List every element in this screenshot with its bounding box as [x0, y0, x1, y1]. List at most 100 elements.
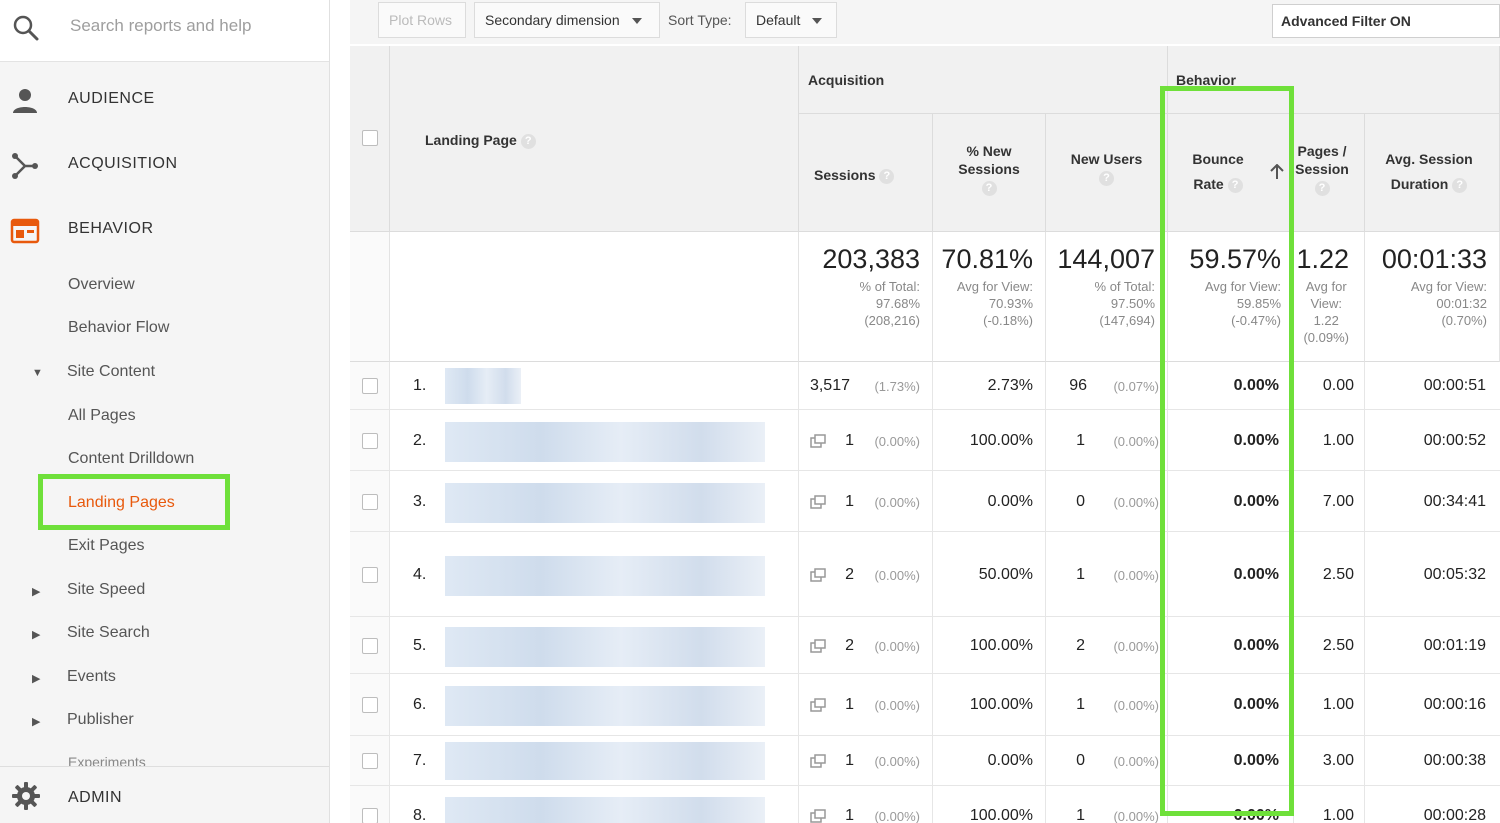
acquisition-icon	[12, 153, 38, 179]
nav-site-content[interactable]: ▼ Site Content	[0, 353, 329, 393]
search-bar[interactable]: Search reports and help	[0, 0, 329, 62]
table-row[interactable]: 5. 2 (0.00%) 100.00% 2 (0.00%) 0.00% 2.50 00:01:…	[350, 617, 1500, 674]
row-checkbox[interactable]	[362, 494, 378, 510]
row-checkbox[interactable]	[362, 638, 378, 654]
open-link-icon[interactable]	[810, 809, 826, 823]
row-sessions-cell: 1 (0.00%)	[799, 471, 933, 531]
caret-down-icon	[812, 18, 823, 25]
row-sessions: 2	[845, 566, 854, 583]
table-row[interactable]: 8. 1 (0.00%) 100.00% 1 (0.00%) 0.00% 1.00 00:00:…	[350, 786, 1500, 823]
row-avg-session-duration: 00:00:16	[1423, 696, 1486, 713]
header-bounce-rate[interactable]: Bounce Rate ?	[1168, 114, 1294, 232]
open-link-icon[interactable]	[810, 495, 826, 509]
help-icon[interactable]: ?	[879, 168, 895, 184]
nav-all-pages[interactable]: All Pages	[0, 397, 329, 437]
table-row[interactable]: 4. 2 (0.00%) 50.00% 1 (0.00%) 0.00% 2.50 00:05:3…	[350, 532, 1500, 617]
row-checkbox[interactable]	[362, 567, 378, 583]
nav-content-drilldown[interactable]: Content Drilldown	[0, 440, 329, 480]
row-checkbox[interactable]	[362, 697, 378, 713]
row-new-users-pct: (0.00%)	[1113, 568, 1159, 583]
row-new-sessions: 2.73%	[987, 377, 1033, 394]
sort-ascending-arrow-icon[interactable]	[1270, 164, 1284, 180]
table-row[interactable]: 3. 1 (0.00%) 0.00% 0 (0.00%) 0.00% 7.00 00:34:41	[350, 471, 1500, 532]
row-pages-cell: 2.50	[1294, 532, 1365, 616]
row-sessions: 1	[845, 696, 854, 713]
help-icon[interactable]: ?	[1227, 177, 1243, 193]
plot-rows-button[interactable]: Plot Rows	[378, 2, 466, 38]
row-new-users-cell: 1 (0.00%)	[1046, 410, 1168, 470]
row-avg-session-duration: 00:00:28	[1423, 807, 1486, 823]
row-index: 5.	[413, 637, 427, 654]
help-icon[interactable]: ?	[1314, 180, 1330, 196]
redacted-page-url[interactable]	[445, 686, 765, 726]
redacted-page-url[interactable]	[445, 368, 521, 404]
select-all-checkbox[interactable]	[362, 130, 378, 146]
header-landing-page[interactable]: Landing Page ?	[390, 46, 799, 232]
redacted-page-url[interactable]	[445, 797, 765, 823]
row-landing-page-cell: 3.	[390, 471, 826, 531]
new-sessions-heading-1: % New	[966, 143, 1012, 159]
table-row[interactable]: 7. 1 (0.00%) 0.00% 0 (0.00%) 0.00% 3.00 00:00:38	[350, 736, 1500, 786]
open-link-icon[interactable]	[810, 754, 826, 768]
highlight-box-bounce-rate	[1160, 86, 1294, 816]
nav-behavior[interactable]: BEHAVIOR	[0, 200, 329, 260]
help-icon[interactable]: ?	[1099, 170, 1114, 186]
row-sessions-cell: 1 (0.00%)	[799, 736, 933, 785]
nav-admin[interactable]: ADMIN	[0, 766, 329, 823]
person-icon	[13, 89, 37, 113]
sessions-heading: Sessions	[814, 167, 876, 183]
header-avg-session-duration[interactable]: Avg. Session Duration ?	[1365, 114, 1500, 232]
totals-pages-detail-2: View:	[1310, 296, 1343, 311]
nav-landing-pages[interactable]: Landing Pages	[0, 484, 329, 524]
row-new-sessions-cell: 2.73%	[933, 362, 1046, 409]
help-icon[interactable]: ?	[1452, 177, 1468, 193]
row-landing-page-cell: 5.	[390, 617, 826, 673]
open-link-icon[interactable]	[810, 434, 826, 448]
row-sessions-cell: 2 (0.00%)	[799, 617, 933, 673]
advanced-filter-input[interactable]: Advanced Filter ON	[1272, 4, 1500, 38]
row-avg-session-duration: 00:00:52	[1423, 432, 1486, 449]
row-sessions-cell: 1 (0.00%)	[799, 410, 933, 470]
redacted-page-url[interactable]	[445, 556, 765, 596]
nav-overview[interactable]: Overview	[0, 266, 329, 306]
help-icon[interactable]: ?	[520, 133, 536, 149]
row-bounce-rate: 0.00%	[1233, 377, 1279, 394]
help-icon[interactable]: ?	[981, 180, 997, 196]
nav-audience[interactable]: AUDIENCE	[0, 70, 329, 130]
row-checkbox[interactable]	[362, 753, 378, 769]
nav-publisher[interactable]: ▶ Publisher	[0, 701, 329, 741]
table-row[interactable]: 1. 3,517 (1.73%) 2.73% 96 (0.07%) 0.00% 0.00 00:…	[350, 362, 1500, 410]
row-checkbox[interactable]	[362, 378, 378, 394]
redacted-page-url[interactable]	[445, 422, 765, 462]
nav-exit-pages[interactable]: Exit Pages	[0, 527, 329, 567]
row-checkbox[interactable]	[362, 808, 378, 823]
nav-site-speed[interactable]: ▶ Site Speed	[0, 571, 329, 611]
header-sessions[interactable]: Sessions ?	[799, 114, 933, 232]
nav-site-search[interactable]: ▶ Site Search	[0, 614, 329, 654]
open-link-icon[interactable]	[810, 639, 826, 653]
row-new-users-pct: (0.00%)	[1113, 809, 1159, 823]
row-checkbox[interactable]	[362, 433, 378, 449]
row-pages-per-session: 0.00	[1322, 377, 1354, 394]
row-new-sessions: 0.00%	[987, 493, 1033, 510]
row-new-sessions-cell: 100.00%	[933, 617, 1046, 673]
row-duration-cell: 00:00:38	[1365, 736, 1500, 785]
nav-acquisition[interactable]: ACQUISITION	[0, 135, 329, 195]
table-row[interactable]: 2. 1 (0.00%) 100.00% 1 (0.00%) 0.00% 1.00 00:00:…	[350, 410, 1500, 471]
header-new-sessions[interactable]: % New Sessions ?	[933, 114, 1046, 232]
nav-behavior-flow[interactable]: Behavior Flow	[0, 309, 329, 349]
open-link-icon[interactable]	[810, 698, 826, 712]
search-input[interactable]: Search reports and help	[70, 16, 252, 35]
table-row[interactable]: 6. 1 (0.00%) 100.00% 1 (0.00%) 0.00% 1.00 00:00:…	[350, 674, 1500, 736]
nav-events[interactable]: ▶ Events	[0, 658, 329, 698]
redacted-page-url[interactable]	[445, 483, 765, 523]
redacted-page-url[interactable]	[445, 627, 765, 667]
secondary-dimension-dropdown[interactable]: Secondary dimension	[474, 2, 660, 38]
redacted-page-url[interactable]	[445, 742, 765, 780]
header-pages-per-session[interactable]: Pages / Session ?	[1294, 114, 1365, 232]
group-acquisition-label: Acquisition	[808, 72, 885, 88]
sort-type-dropdown[interactable]: Default	[745, 2, 837, 38]
open-link-icon[interactable]	[810, 568, 826, 582]
header-new-users[interactable]: New Users ?	[1046, 114, 1168, 232]
row-select-cell	[350, 471, 390, 531]
